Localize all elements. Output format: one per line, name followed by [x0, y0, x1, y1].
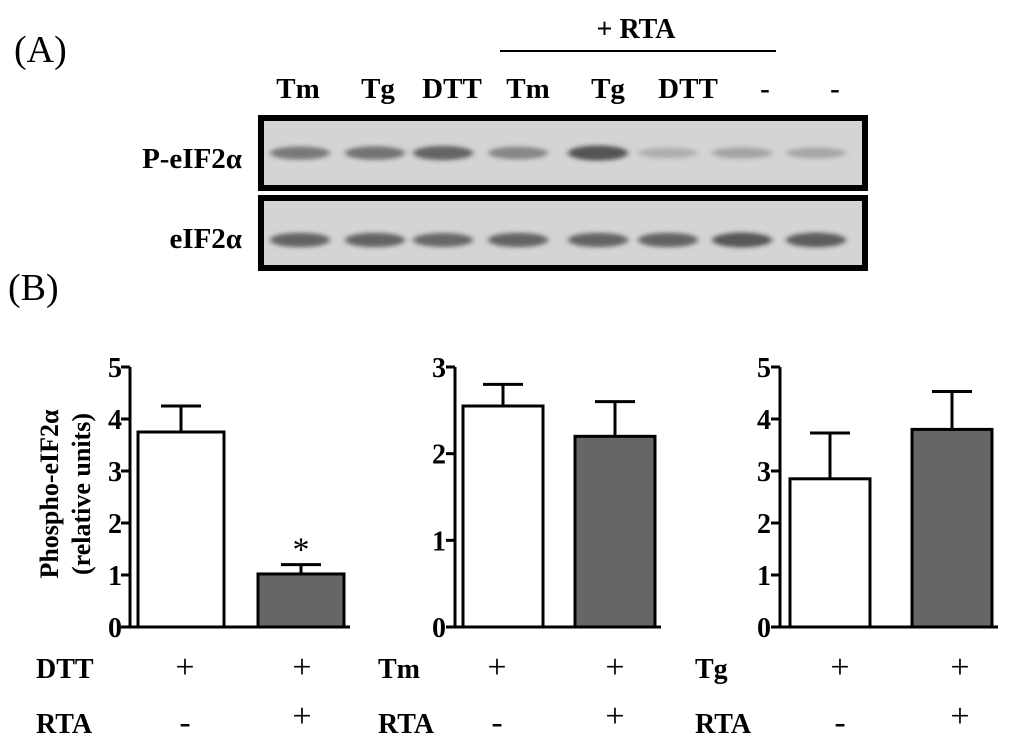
lane-label: - — [830, 73, 840, 105]
y-tick-label: 0 — [757, 613, 771, 644]
blot-band — [270, 146, 330, 160]
blot-eif2a — [258, 195, 868, 271]
lane-label: - — [760, 73, 770, 105]
chart-dtt: 0 1 2 3 4 5 Phospho-eIF2α (relative units) * DTT +… — [35, 353, 350, 741]
y-tick-label: 3 — [432, 353, 446, 384]
bar-control — [788, 477, 872, 629]
condition-label: Tg — [695, 654, 728, 685]
blot-band — [345, 146, 405, 160]
y-axis-label-units: (relative units) — [67, 413, 96, 575]
blot-band — [413, 232, 473, 248]
y-tick-label: 3 — [108, 457, 122, 488]
condition-mark: + — [605, 698, 624, 735]
condition-label: RTA — [36, 709, 93, 740]
condition-mark: + — [175, 649, 194, 686]
panel-a-label: (A) — [14, 29, 67, 71]
rta-header: + RTA — [596, 14, 676, 45]
y-tick-label: 0 — [108, 613, 122, 644]
blot-band — [786, 147, 846, 159]
y-tick-label: 2 — [757, 509, 771, 540]
blot-band — [488, 232, 548, 248]
blot-band — [638, 147, 698, 159]
y-tick-label: 5 — [757, 353, 771, 384]
blot-row-label-p-eif2a: P-eIF2α — [142, 143, 242, 175]
y-tick-label: 1 — [108, 561, 122, 592]
lane-label: DTT — [422, 73, 482, 105]
bar-control — [136, 430, 226, 629]
y-tick-label: 3 — [757, 457, 771, 488]
blot-band — [413, 145, 473, 161]
condition-mark: + — [950, 698, 969, 735]
condition-mark: + — [830, 649, 849, 686]
condition-label: RTA — [695, 709, 752, 740]
condition-mark: + — [605, 649, 624, 686]
y-axis-label: Phospho-eIF2α — [35, 409, 64, 579]
y-tick-label: 1 — [432, 526, 446, 557]
blot-band — [345, 232, 405, 248]
significance-marker: * — [293, 532, 310, 569]
lane-label: Tg — [591, 73, 625, 105]
blot-band — [568, 145, 628, 161]
condition-mark: + — [292, 698, 311, 735]
y-tick-label: 1 — [757, 561, 771, 592]
lane-label: Tg — [361, 73, 395, 105]
condition-mark: + — [292, 649, 311, 686]
blot-band — [638, 232, 698, 248]
condition-mark: - — [834, 704, 845, 741]
bar-rta — [573, 434, 657, 629]
bar-rta — [256, 572, 346, 629]
lane-label: Tm — [506, 73, 550, 105]
blot-band — [712, 147, 772, 159]
blot-band — [786, 232, 846, 248]
y-tick-label: 0 — [432, 613, 446, 644]
lane-labels: Tm Tg DTT Tm Tg DTT - - — [276, 73, 840, 105]
condition-label: RTA — [378, 709, 435, 740]
blot-row-label-eif2a: eIF2α — [169, 223, 242, 255]
condition-mark: - — [179, 704, 190, 741]
condition-label: Tm — [378, 654, 420, 685]
y-tick-label: 5 — [108, 353, 122, 384]
panel-b-label: (B) — [8, 267, 59, 309]
condition-mark: - — [491, 704, 502, 741]
blot-band — [712, 232, 772, 248]
blot-band — [270, 232, 330, 248]
chart-tm: 0 1 2 3 Tm + + RTA - + — [378, 353, 661, 741]
condition-mark: + — [950, 649, 969, 686]
chart-tg: 0 1 2 3 4 5 Tg + + RTA - + — [695, 353, 998, 741]
blot-band — [488, 146, 548, 160]
blot-band — [568, 232, 628, 248]
y-tick-label: 2 — [432, 440, 446, 471]
bar-control — [461, 404, 545, 629]
bar-rta — [910, 427, 994, 629]
y-tick-label: 4 — [757, 405, 771, 436]
y-tick-label: 4 — [108, 405, 122, 436]
condition-mark: + — [487, 649, 506, 686]
y-tick-label: 2 — [108, 509, 122, 540]
lane-label: DTT — [658, 73, 718, 105]
blot-p-eif2a — [258, 115, 868, 191]
lane-label: Tm — [276, 73, 320, 105]
condition-label: DTT — [36, 654, 94, 685]
